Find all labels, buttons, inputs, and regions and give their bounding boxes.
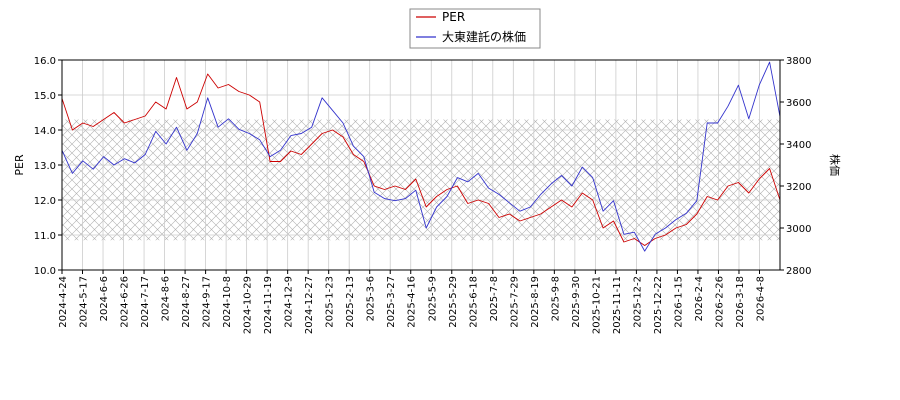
series-line-price: [62, 61, 780, 252]
x-tick-label: 2025-12-22: [653, 276, 664, 334]
x-tick-label: 2024-8-6: [161, 276, 172, 321]
x-tick-label: 2026-4-8: [755, 276, 766, 321]
x-tick-label: 2025-12-2: [632, 276, 643, 328]
y-left-tick-label: 16.0: [34, 56, 56, 67]
x-tick-label: 2025-1-23: [325, 276, 336, 328]
y-axis-left: 10.0 11.0 12.0 13.0 14.0 15.0 16.0: [34, 56, 62, 277]
y-right-tick-label: 3200: [786, 182, 811, 193]
x-tick-label: 2024-7-17: [140, 276, 151, 328]
x-tick-label: 2025-11-11: [612, 276, 623, 334]
y-right-tick-label: 3000: [786, 224, 811, 235]
y-left-tick-label: 15.0: [34, 91, 56, 102]
x-tick-label: 2025-10-21: [591, 276, 602, 334]
x-tick-label: 2024-8-27: [181, 276, 192, 328]
x-tick-label: 2025-7-8: [489, 276, 500, 321]
x-tick-label: 2025-6-18: [468, 276, 479, 328]
x-tick-label: 2025-9-30: [571, 276, 582, 328]
x-tick-label: 2024-5-17: [79, 276, 90, 328]
x-tick-label: 2025-4-16: [407, 276, 418, 328]
y-left-tick-label: 13.0: [34, 161, 56, 172]
x-tick-label: 2024-12-9: [284, 276, 295, 328]
x-tick-label: 2025-3-6: [366, 276, 377, 321]
y-left-tick-label: 10.0: [34, 266, 56, 277]
x-tick-label: 2025-5-29: [448, 276, 459, 328]
x-tick-label: 2025-3-27: [386, 276, 397, 328]
y-axis-right: 2800 3000 3200 3400 3600 3800: [780, 56, 811, 277]
y-right-tick-label: 3400: [786, 140, 811, 151]
x-tick-label: 2024-6-6: [99, 276, 110, 321]
y-left-tick-label: 12.0: [34, 196, 56, 207]
y-axis-right-title: 株価: [828, 154, 842, 176]
x-tick-label: 2024-12-27: [304, 276, 315, 334]
x-tick-label: 2025-5-9: [427, 276, 438, 321]
x-tick-label: 2024-10-8: [222, 276, 233, 328]
x-tick-label: 2025-9-8: [550, 276, 561, 321]
x-tick-label: 2024-9-17: [202, 276, 213, 328]
x-tick-label: 2026-3-18: [735, 276, 746, 328]
x-axis: 2024-4-24 2024-5-17 2024-6-6 2024-6-26 2024-…: [58, 270, 766, 334]
legend: PER 大東建託の株価: [409, 8, 541, 49]
y-left-tick-label: 11.0: [34, 231, 56, 242]
y-right-tick-label: 2800: [786, 266, 811, 277]
y-right-tick-label: 3800: [786, 56, 811, 67]
x-tick-label: 2024-11-19: [263, 276, 274, 334]
legend-label-per: PER: [442, 10, 465, 24]
x-tick-label: 2026-2-4: [694, 276, 705, 321]
x-tick-label: 2026-2-26: [714, 276, 725, 328]
x-tick-label: 2024-10-29: [243, 276, 254, 334]
x-tick-label: 2024-6-26: [120, 276, 131, 328]
y-left-tick-label: 14.0: [34, 126, 56, 137]
x-tick-label: 2026-1-15: [673, 276, 684, 328]
legend-label-price: 大東建託の株価: [442, 29, 526, 44]
legend-box: [409, 8, 541, 49]
y-axis-left-title: PER: [13, 154, 26, 176]
series-lines: [62, 61, 780, 252]
x-tick-label: 2024-4-24: [58, 276, 69, 328]
y-right-tick-label: 3600: [786, 98, 811, 109]
x-tick-label: 2025-8-19: [530, 276, 541, 328]
x-tick-label: 2025-7-29: [509, 276, 520, 328]
series-line-per: [62, 73, 780, 246]
x-tick-label: 2025-2-13: [345, 276, 356, 328]
